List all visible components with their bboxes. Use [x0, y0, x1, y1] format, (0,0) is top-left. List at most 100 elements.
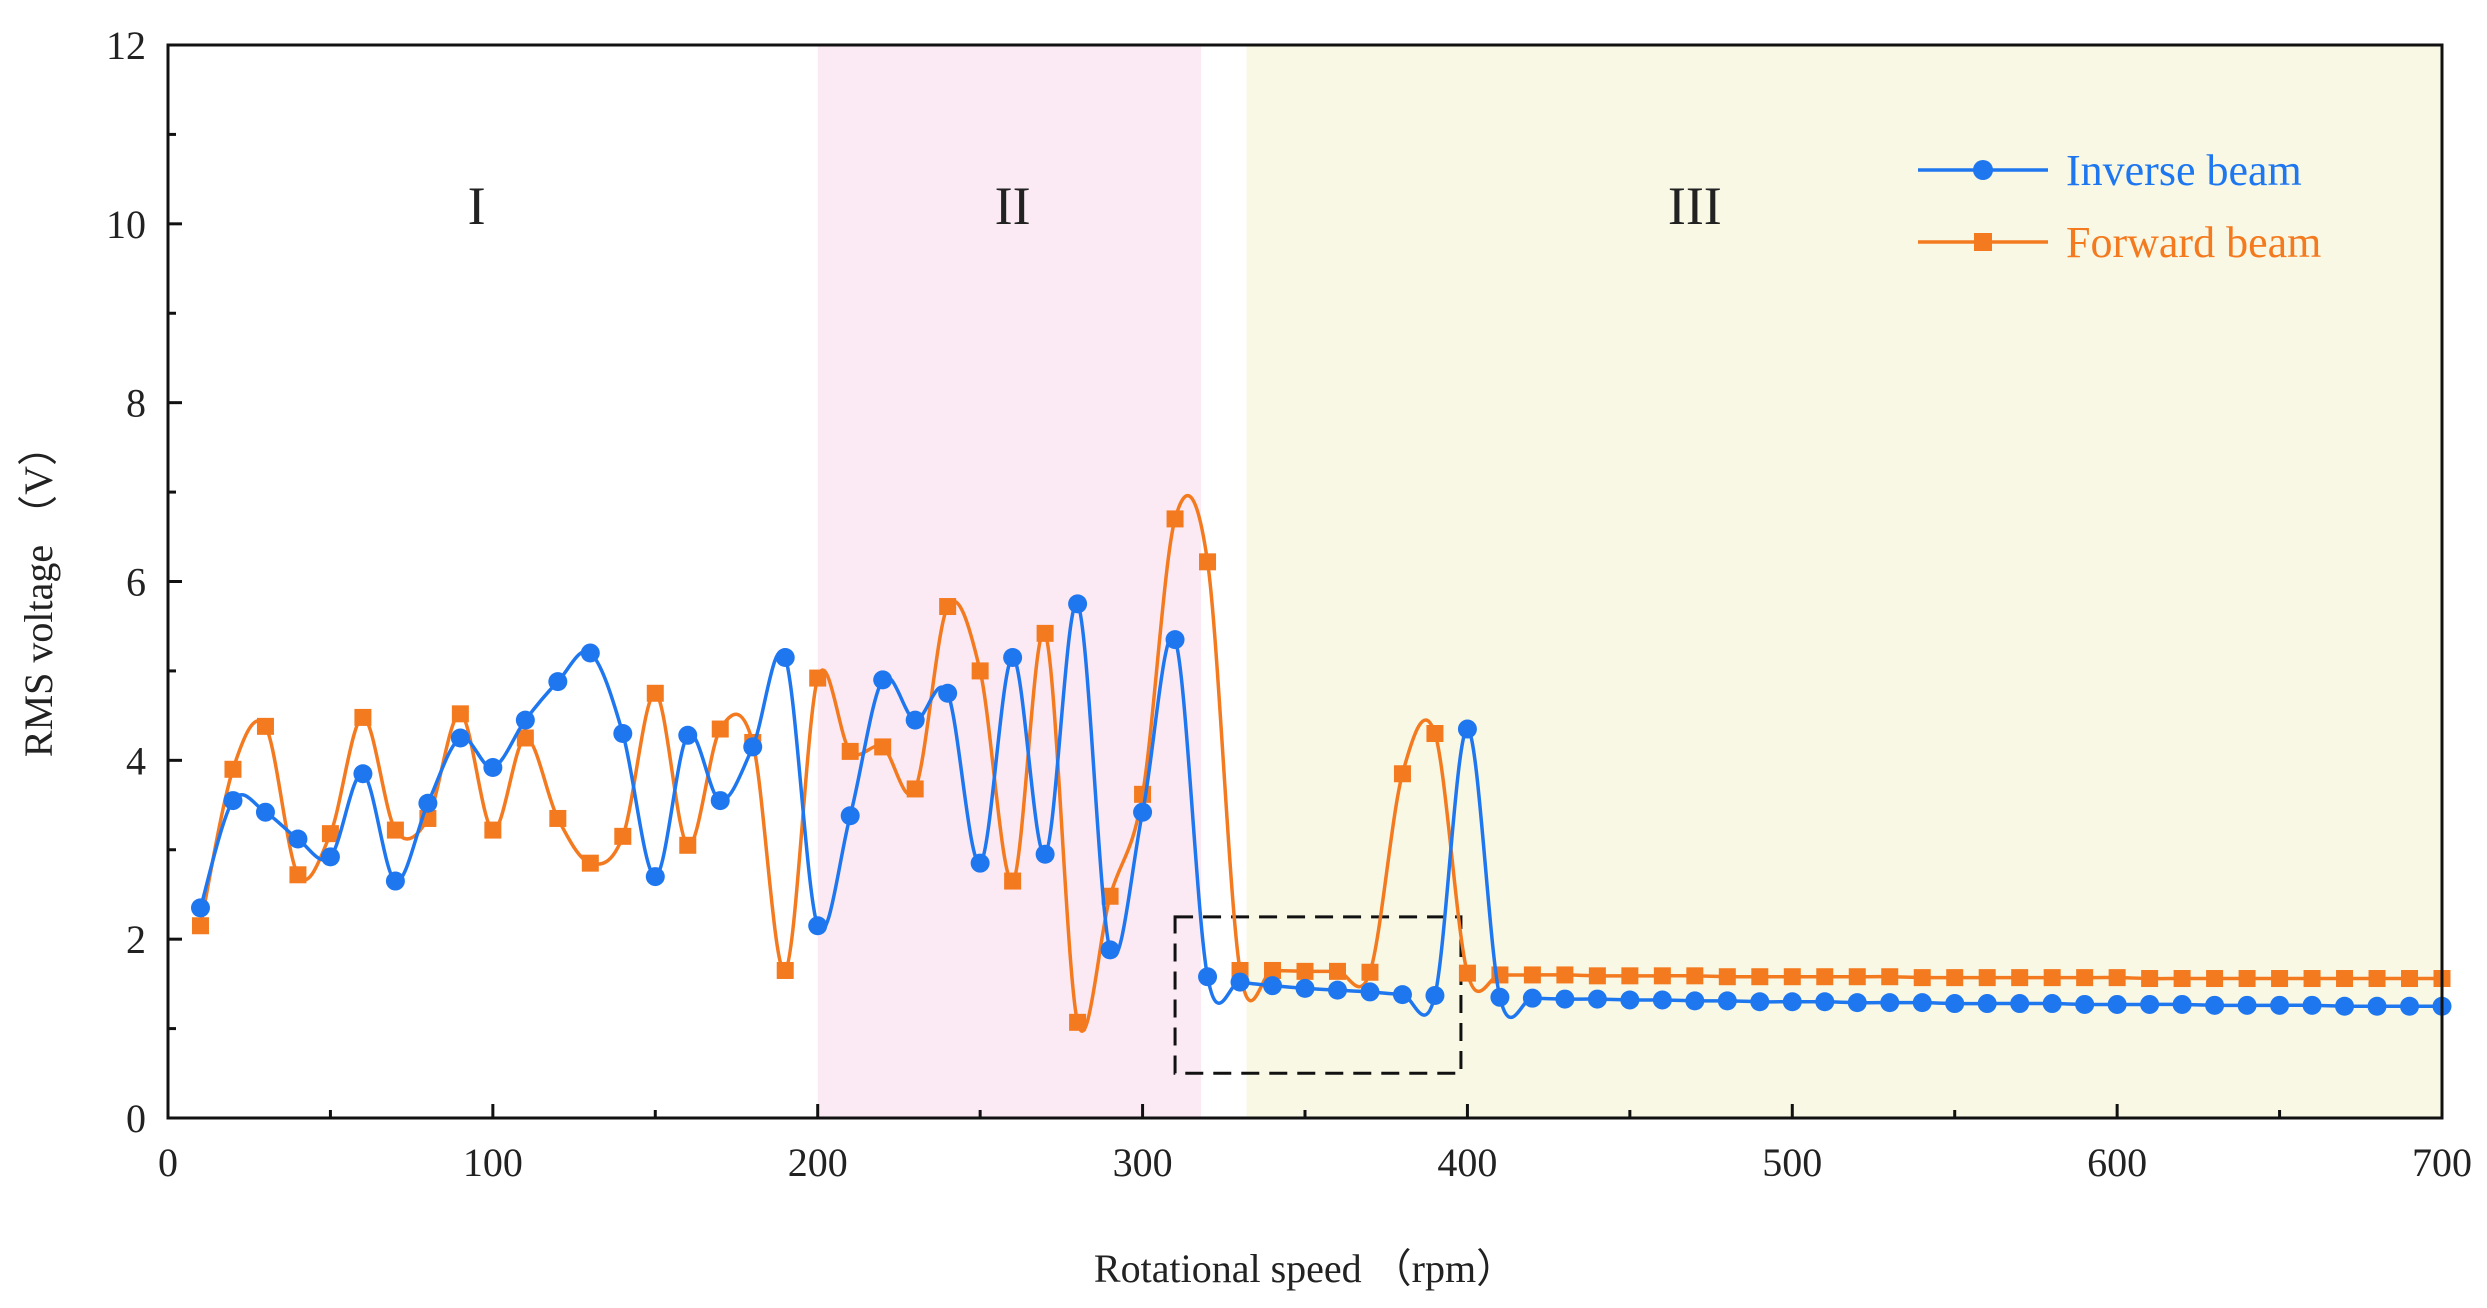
data-point	[354, 708, 372, 726]
data-point	[646, 684, 664, 702]
data-point	[1100, 940, 1120, 960]
data-point	[1036, 624, 1054, 642]
data-point	[1880, 993, 1900, 1013]
data-point	[809, 669, 827, 687]
data-point	[2043, 969, 2061, 987]
axes	[166, 43, 2444, 1120]
data-point	[840, 806, 860, 826]
region-label-I: I	[468, 176, 486, 236]
data-point	[1815, 992, 1835, 1012]
data-point	[1782, 992, 1802, 1012]
data-point	[2336, 970, 2354, 988]
x-tick-label: 200	[788, 1140, 848, 1185]
data-point	[483, 757, 503, 777]
data-point	[2206, 970, 2224, 988]
y-tick-label: 2	[126, 917, 146, 962]
x-tick-label: 600	[2087, 1140, 2147, 1185]
data-point	[1977, 994, 1997, 1014]
data-point	[2140, 994, 2160, 1014]
data-point	[1913, 969, 1931, 987]
data-point	[1360, 982, 1380, 1002]
data-point	[451, 705, 469, 723]
x-tick-label: 0	[158, 1140, 178, 1185]
data-point	[971, 662, 989, 680]
data-point	[224, 760, 242, 778]
data-point	[1750, 992, 1770, 1012]
data-point	[2271, 970, 2289, 988]
data-point	[841, 742, 859, 760]
data-point	[1653, 967, 1671, 985]
y-tick-label: 10	[106, 202, 146, 247]
region-I-shade	[168, 45, 818, 1118]
data-point	[906, 780, 924, 798]
data-point	[1881, 968, 1899, 986]
region-III-shade	[1246, 45, 2442, 1118]
data-point	[1588, 967, 1606, 985]
data-point	[418, 793, 438, 813]
data-point	[1523, 966, 1541, 984]
data-point	[743, 737, 763, 757]
highlight-box-layer	[1173, 915, 1463, 1075]
highlight-box	[1173, 915, 1463, 1075]
data-point	[255, 802, 275, 822]
series-inverse-beam	[190, 594, 2452, 1020]
data-point	[1490, 987, 1510, 1007]
data-point	[2173, 970, 2191, 988]
data-point	[548, 672, 568, 692]
data-point	[1166, 510, 1184, 528]
data-point	[1327, 980, 1347, 1000]
data-point	[613, 724, 633, 744]
data-point	[1393, 765, 1411, 783]
legend-marker	[1974, 233, 1992, 251]
data-point	[321, 825, 339, 843]
data-point	[1945, 994, 1965, 1014]
data-point	[2237, 995, 2257, 1015]
x-tick-label: 400	[1437, 1140, 1497, 1185]
data-point	[775, 648, 795, 668]
data-point	[808, 916, 828, 936]
data-point	[450, 728, 470, 748]
data-point	[549, 809, 567, 827]
data-point	[191, 917, 209, 935]
x-tick-label: 300	[1113, 1140, 1173, 1185]
data-point	[256, 717, 274, 735]
data-point	[1133, 802, 1153, 822]
data-point	[516, 729, 534, 747]
data-point	[1620, 990, 1640, 1010]
data-point	[1652, 990, 1672, 1010]
region-label-II: II	[995, 176, 1031, 236]
x-axis-title: Rotational speed （rpm）	[1094, 1246, 1516, 1291]
data-point	[1816, 968, 1834, 986]
series-layer	[190, 493, 2452, 1033]
data-point	[1165, 630, 1185, 650]
data-point	[710, 791, 730, 811]
data-point	[679, 836, 697, 854]
data-point	[580, 643, 600, 663]
data-point	[1361, 963, 1379, 981]
data-point	[288, 829, 308, 849]
data-point	[1555, 989, 1575, 1009]
data-point	[1198, 967, 1218, 987]
data-point	[1425, 985, 1445, 1005]
data-point	[1621, 967, 1639, 985]
data-point	[1392, 985, 1412, 1005]
data-point	[386, 821, 404, 839]
data-point	[711, 720, 729, 738]
data-point	[1068, 594, 1088, 614]
data-point	[1783, 968, 1801, 986]
data-point	[1134, 785, 1152, 803]
data-point	[1426, 725, 1444, 743]
data-point	[905, 710, 925, 730]
region-II-shade	[817, 45, 1202, 1118]
region-labels: I II III	[468, 176, 1722, 236]
data-point	[1847, 993, 1867, 1013]
legend: Inverse beam Forward beam	[1918, 146, 2321, 267]
y-tick-label: 4	[126, 738, 146, 783]
data-point	[484, 821, 502, 839]
data-point	[1458, 964, 1476, 982]
x-tick-label: 700	[2412, 1140, 2472, 1185]
data-point	[1718, 968, 1736, 986]
data-point	[1751, 968, 1769, 986]
data-point	[1101, 887, 1119, 905]
